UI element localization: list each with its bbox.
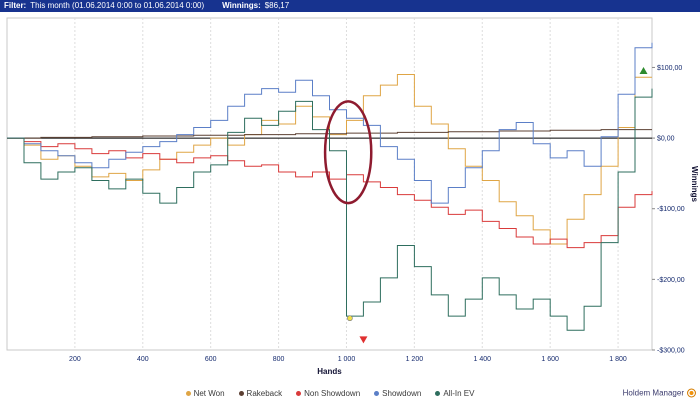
- low-point-marker-icon: [359, 336, 368, 344]
- x-tick-label: 1 600: [541, 356, 559, 363]
- legend-label: Net Won: [193, 388, 225, 398]
- filter-text: This month (01.06.2014 0:00 to 01.06.201…: [30, 1, 205, 10]
- legend-bullet-icon: [238, 390, 244, 396]
- legend-bullet-icon: [435, 390, 441, 396]
- y-axis-title: Winnings: [690, 166, 699, 202]
- series-all-in-ev-line: [7, 88, 653, 331]
- series-non-showdown-line: [7, 137, 653, 249]
- legend-bullet-icon: [296, 390, 302, 396]
- holdem-manager-logo-icon: [687, 388, 696, 398]
- x-tick-label: 200: [69, 356, 81, 363]
- legend-item-all-in-ev[interactable]: All-In EV: [435, 389, 474, 398]
- legend-item-rakeback[interactable]: Rakeback: [238, 388, 283, 398]
- x-tick-label: 1 000: [338, 356, 356, 363]
- legend-item-showdown[interactable]: Showdown: [374, 389, 421, 398]
- legend-bullet-icon: [185, 390, 191, 396]
- x-tick-label: 800: [273, 356, 285, 363]
- y-tick-label: $0,00: [657, 136, 675, 143]
- filter-label: Filter:: [4, 1, 27, 10]
- brand: Holdem Manager: [622, 388, 696, 398]
- annotation-ellipse: [323, 100, 373, 205]
- legend-label: Rakeback: [246, 388, 283, 398]
- legend-item-non-showdown[interactable]: Non Showdown: [296, 389, 360, 398]
- legend-label: Non Showdown: [304, 388, 361, 398]
- legend-label: All-In EV: [443, 388, 475, 398]
- x-tick-label: 1 400: [473, 356, 491, 363]
- x-axis-title: Hands: [317, 367, 342, 376]
- footer: Net Won Rakeback Non Showdown Showdown All-I…: [0, 386, 700, 400]
- y-tick-label: $100,00: [657, 65, 682, 72]
- legend-item-net-won[interactable]: Net Won: [185, 388, 225, 398]
- plot-border: [6, 17, 653, 351]
- x-tick-label: 600: [205, 356, 217, 363]
- winnings-chart: 200 400 600 800 1 000 1 200 1 400 1 600 1 800 $10…: [0, 12, 700, 386]
- note-marker-icon: [347, 315, 353, 322]
- legend-label: Showdown: [382, 388, 422, 398]
- x-tick-label: 1 200: [406, 356, 424, 363]
- x-tick-label: 400: [137, 356, 149, 363]
- chart-legend: Net Won Rakeback Non Showdown Showdown All-I…: [185, 388, 474, 398]
- final-win-marker-icon: [639, 66, 648, 74]
- winnings-value: $86,17: [264, 1, 290, 10]
- brand-text: Holdem Manager: [622, 388, 684, 398]
- legend-bullet-icon: [374, 390, 380, 396]
- x-tick-label: 1 800: [609, 356, 627, 363]
- series-showdown-line: [7, 42, 653, 204]
- y-tick-label: -$200,00: [657, 277, 685, 284]
- y-tick-label: -$300,00: [657, 348, 685, 355]
- winnings-label: Winnings:: [222, 1, 261, 10]
- y-tick-label: -$100,00: [657, 206, 685, 213]
- title-bar: Filter: This month (01.06.2014 0:00 to 0…: [0, 0, 700, 12]
